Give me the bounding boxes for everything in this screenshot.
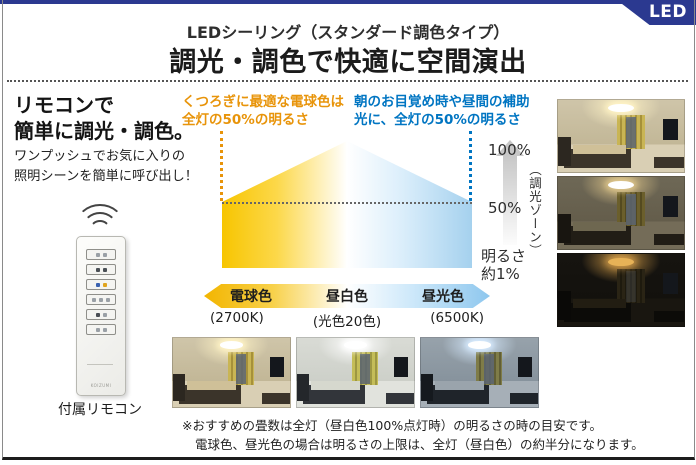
- cool-dotted-guide-line: [469, 131, 472, 201]
- bulb-color-kelvin: (2700K): [210, 310, 264, 326]
- remote-button-row: [86, 294, 116, 305]
- ceiling-light: [219, 341, 244, 350]
- room-photo-daylight-white: [296, 337, 415, 408]
- ceiling-light: [608, 103, 634, 112]
- cabinet: [653, 233, 684, 246]
- warm-dotted-guide-line: [220, 131, 223, 201]
- bedding: [187, 381, 237, 390]
- warm-light-annotation-line2: 全灯の50%の明るさ: [182, 112, 309, 129]
- room-photo-daylight-color: [420, 337, 539, 408]
- window: [484, 353, 494, 384]
- bedding: [573, 145, 627, 154]
- window: [626, 116, 637, 148]
- headboard: [421, 373, 433, 402]
- page-title: 調光・調色で快適に空間演出: [169, 47, 527, 78]
- daylight-color-label: 昼光色: [422, 289, 464, 305]
- headboard: [558, 291, 571, 321]
- bedding: [573, 299, 627, 308]
- dotted-separator: [7, 80, 688, 82]
- tv: [270, 356, 285, 377]
- ceiling-light: [608, 180, 634, 189]
- remote-button-row: [86, 324, 116, 335]
- led-badge-label: LED: [648, 2, 687, 22]
- color-temperature-labels: 電球色 昼白色 昼光色: [204, 284, 490, 308]
- bedding: [435, 381, 485, 390]
- cool-light-annotation: 朝のお目覚め時や昼間の補助 光に、全灯の50%の明るさ: [354, 93, 530, 129]
- dimming-axis-arrow-icon: [496, 140, 524, 156]
- footnote-line1: ※おすすめの畳数は全灯（昼白色100%点灯時）の明るさの時の目安です。: [182, 418, 602, 433]
- remote-feature-heading-line1: リモコンで: [14, 93, 114, 117]
- cool-light-annotation-line1: 朝のお目覚め時や昼間の補助: [354, 94, 530, 110]
- remote-button-row: [86, 249, 116, 260]
- signal-waves-icon: [82, 204, 118, 225]
- remote-button-row: [86, 309, 116, 320]
- footnote: ※おすすめの畳数は全灯（昼白色100%点灯時）の明るさの時の目安です。 電球色、…: [182, 417, 644, 455]
- bedding: [573, 222, 627, 231]
- warm-light-annotation: くつろぎに最適な電球色は 全灯の50%の明るさ: [182, 93, 344, 129]
- cabinet: [385, 392, 414, 404]
- daylight-white-label: 昼白色: [326, 289, 368, 305]
- dimming-axis-arrow-shaft: [503, 155, 517, 245]
- tv: [394, 356, 409, 377]
- color-temperature-arrow-bar: [204, 284, 490, 308]
- dimming-min-label: 明るさ 約1%: [481, 247, 526, 283]
- headboard: [297, 373, 309, 402]
- bulb-color-label: 電球色: [230, 289, 272, 305]
- dimming-zone-label: （調光ゾーン）: [527, 163, 542, 258]
- window: [360, 353, 370, 384]
- cool-light-annotation-line2: 光に、全灯の50%の明るさ: [354, 112, 521, 129]
- curtain: [617, 269, 645, 303]
- headboard: [558, 137, 571, 167]
- tv: [662, 119, 678, 141]
- cabinet: [653, 310, 684, 323]
- footnote-line2: 電球色、昼光色の場合は明るさの上限は、全灯（昼白色）の約半分になります。: [195, 436, 644, 452]
- top-border-bar: [0, 0, 696, 4]
- room-photo-brightness-50: [557, 176, 685, 250]
- cabinet: [653, 156, 684, 169]
- headboard: [173, 373, 185, 402]
- remote-caption: 付属リモコン: [58, 402, 142, 418]
- remote-button-row: [86, 279, 116, 290]
- remote-buttons: [77, 249, 125, 335]
- tv: [662, 196, 678, 218]
- daylight-white-kelvin: (光色20色): [312, 314, 382, 330]
- room-photo-bulb-color: [172, 337, 291, 408]
- room-photo-brightness-100: [557, 99, 685, 173]
- dimming-min-label-line2: 約1%: [481, 265, 520, 283]
- dimming-100-label: 100%: [488, 141, 531, 159]
- ceiling-light: [467, 341, 492, 350]
- room-photo-brightness-1: [557, 253, 685, 327]
- headboard: [558, 214, 571, 244]
- remote-brand-label: KOIZUMI: [90, 383, 112, 388]
- dimming-min-label-line1: 明るさ: [481, 247, 527, 265]
- ceiling-light: [608, 257, 634, 266]
- remote-feature-description-line2: 照明シーンを簡単に呼び出し！: [14, 168, 198, 184]
- remote-feature-heading-line2: 簡単に調光・調色。: [14, 119, 194, 144]
- cabinet: [261, 392, 290, 404]
- dimming-50-label: 50%: [488, 199, 522, 217]
- color-temperature-brightness-diagram: [222, 141, 472, 268]
- color-temperature-sublabels: (2700K) (光色20色) (6500K): [204, 310, 490, 330]
- remote-control-illustration: KOIZUMI: [76, 236, 126, 396]
- product-subtitle: LEDシーリング（スタンダード調色タイプ）: [186, 23, 510, 42]
- fifty-percent-dotted-line: [222, 202, 472, 204]
- ceiling-light: [343, 341, 368, 350]
- tv: [518, 356, 533, 377]
- window: [626, 270, 637, 302]
- tv: [662, 273, 678, 295]
- remote-feature-description: ワンプッシュでお気に入りの 照明シーンを簡単に呼び出し！: [14, 147, 198, 187]
- remote-button-row: [86, 264, 116, 275]
- warm-light-annotation-line1: くつろぎに最適な電球色は: [182, 94, 344, 110]
- bedding: [311, 381, 361, 390]
- daylight-color-kelvin: (6500K): [430, 310, 484, 326]
- remote-scene-mark: [87, 359, 113, 365]
- window: [236, 353, 246, 384]
- remote-feature-heading: リモコンで 簡単に調光・調色。: [14, 92, 194, 145]
- remote-feature-description-line1: ワンプッシュでお気に入りの: [14, 149, 186, 164]
- cabinet: [509, 392, 538, 404]
- window: [626, 193, 637, 225]
